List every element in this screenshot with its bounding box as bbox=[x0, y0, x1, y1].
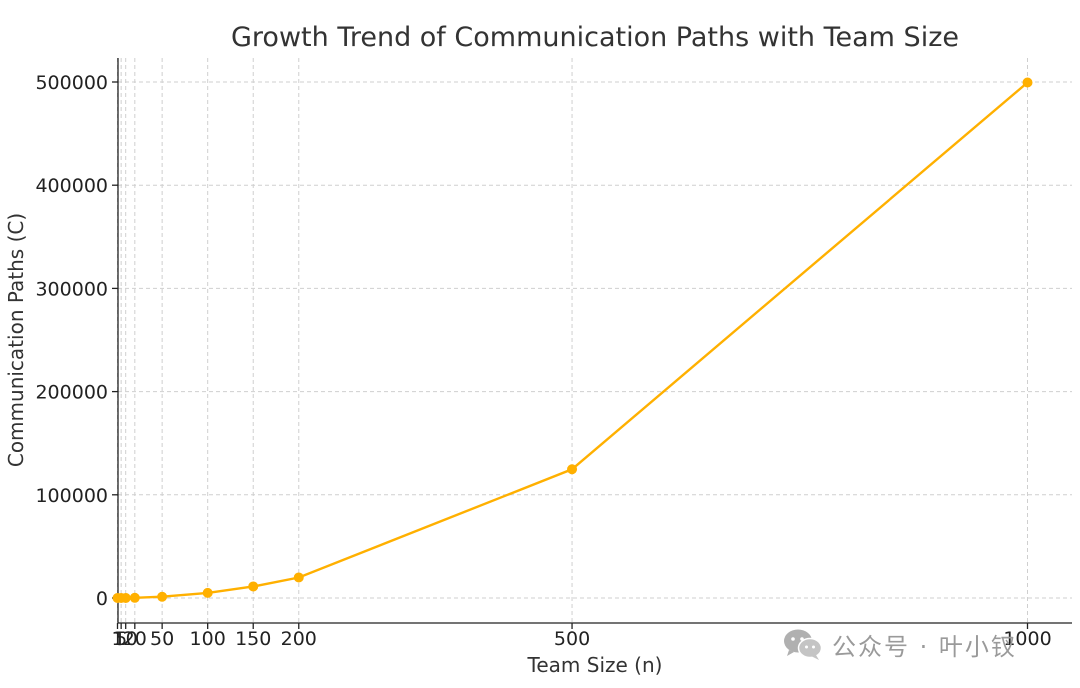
data-point bbox=[129, 592, 140, 603]
data-point bbox=[157, 591, 168, 602]
y-tick-label: 0 bbox=[96, 588, 108, 610]
x-tick-label: 20 bbox=[123, 628, 147, 650]
x-tick-label: 500 bbox=[554, 628, 590, 650]
data-point bbox=[120, 592, 131, 603]
wechat-icon bbox=[784, 629, 823, 660]
x-tick-label: 1000 bbox=[1003, 628, 1051, 650]
data-point bbox=[293, 572, 304, 583]
x-tick-label: 200 bbox=[281, 628, 317, 650]
chart-title: Growth Trend of Communication Paths with… bbox=[231, 22, 959, 53]
x-axis-label: Team Size (n) bbox=[527, 653, 663, 677]
x-tick-label: 1 bbox=[111, 628, 123, 650]
data-point bbox=[1022, 77, 1033, 88]
data-point bbox=[567, 464, 578, 475]
y-tick-label: 300000 bbox=[35, 278, 108, 300]
y-axis-label: Communication Paths (C) bbox=[4, 213, 28, 467]
y-tick-label: 200000 bbox=[35, 382, 108, 404]
y-tick-label: 400000 bbox=[35, 175, 108, 197]
watermark-text: 公众号 · 叶小钗 bbox=[832, 632, 1017, 661]
data-point bbox=[202, 587, 213, 598]
watermark: 公众号 · 叶小钗 bbox=[782, 626, 1017, 662]
y-tick-label: 500000 bbox=[35, 72, 108, 94]
x-tick-label: 100 bbox=[190, 628, 226, 650]
x-tick-label: 10 bbox=[114, 628, 138, 650]
grid bbox=[117, 58, 1072, 623]
x-tick-label: 5 bbox=[115, 628, 127, 650]
y-ticks: 0 100000 200000 300000 400000 500000 bbox=[35, 72, 118, 610]
y-tick-label: 100000 bbox=[35, 485, 108, 507]
data-point bbox=[248, 581, 259, 592]
x-tick-label: 150 bbox=[235, 628, 271, 650]
x-tick-label: 50 bbox=[150, 628, 174, 650]
data-points bbox=[112, 77, 1033, 603]
